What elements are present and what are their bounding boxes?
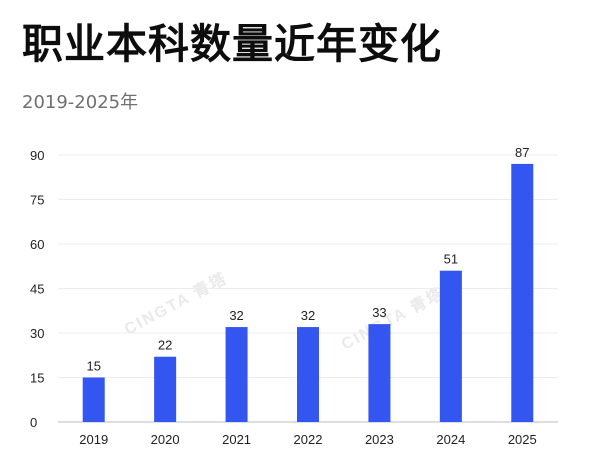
- bar: [82, 377, 105, 422]
- data-label: 51: [444, 252, 458, 267]
- y-tick-label: 45: [30, 282, 44, 297]
- x-tick-label: 2024: [436, 432, 465, 447]
- data-label: 87: [515, 145, 529, 160]
- y-tick-label: 30: [30, 326, 44, 341]
- x-tick-label: 2025: [508, 432, 537, 447]
- data-label: 22: [158, 338, 172, 353]
- chart-subtitle: 2019-2025年: [22, 92, 139, 113]
- bar: [439, 270, 462, 422]
- y-tick-label: 0: [30, 415, 37, 430]
- data-label: 15: [86, 359, 100, 374]
- bar: [297, 327, 319, 422]
- data-label: 33: [372, 305, 386, 320]
- y-tick-label: 75: [30, 193, 44, 208]
- x-tick-label: 2019: [79, 432, 108, 447]
- y-tick-label: 90: [30, 148, 44, 163]
- bar: [225, 327, 248, 422]
- x-tick-label: 2021: [222, 432, 251, 447]
- y-tick-label: 15: [30, 371, 44, 386]
- data-labels: 15 22 32 32 33 51 87: [86, 145, 529, 374]
- bar: [511, 163, 534, 422]
- chart-title: 职业本科数量近年变化: [22, 20, 442, 68]
- data-label: 32: [229, 308, 243, 323]
- bars: [82, 163, 534, 422]
- y-axis-ticks: 0 15 30 45 60 75 90: [30, 148, 44, 430]
- x-tick-label: 2020: [151, 432, 180, 447]
- x-tick-label: 2023: [365, 432, 394, 447]
- bar: [154, 356, 177, 422]
- bar: [368, 324, 391, 422]
- x-axis-ticks: 2019 2020 2021 2022 2023 2024 2025: [79, 432, 536, 447]
- x-tick-label: 2022: [294, 432, 323, 447]
- y-tick-label: 60: [30, 237, 44, 252]
- data-label: 32: [301, 308, 315, 323]
